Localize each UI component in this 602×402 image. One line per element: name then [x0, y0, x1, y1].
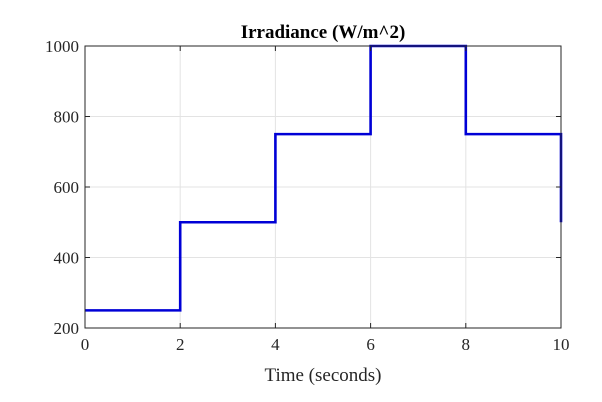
x-tick-label: 2 — [176, 335, 185, 354]
x-tick-label: 4 — [271, 335, 280, 354]
y-tick-label: 1000 — [45, 37, 79, 56]
y-axis-ticks: 200 400 600 800 1000 — [45, 37, 561, 338]
y-tick-label: 800 — [54, 108, 80, 127]
x-axis-ticks: 0 2 4 6 8 10 — [81, 46, 570, 354]
series-layer — [85, 44, 563, 312]
x-tick-label: 6 — [366, 335, 375, 354]
x-axis-label: Time (seconds) — [265, 365, 382, 386]
x-tick-label: 0 — [81, 335, 90, 354]
x-tick-label: 8 — [462, 335, 471, 354]
y-tick-label: 400 — [54, 249, 80, 268]
y-tick-label: 600 — [54, 178, 80, 197]
chart-title: Irradiance (W/m^2) — [241, 22, 406, 43]
y-tick-label: 200 — [54, 319, 80, 338]
series-line — [85, 44, 563, 312]
x-tick-label: 10 — [553, 335, 570, 354]
